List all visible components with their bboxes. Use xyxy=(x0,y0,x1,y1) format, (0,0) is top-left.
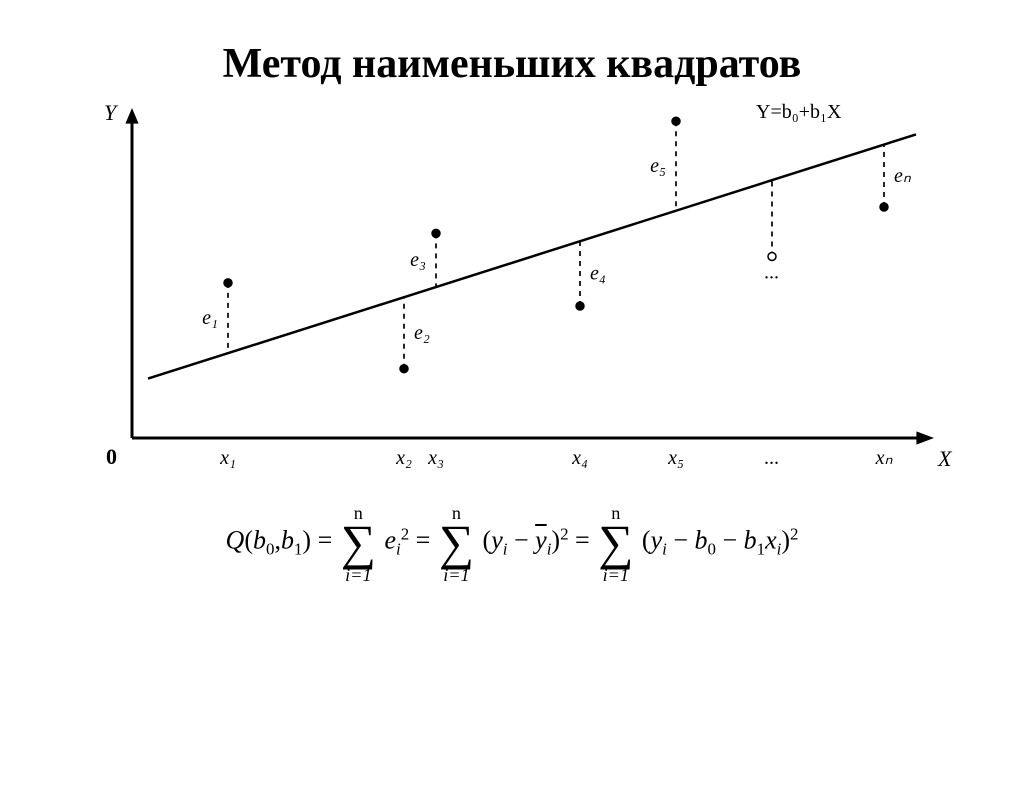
svg-text:x₂: x₂ xyxy=(395,447,412,469)
svg-text:x₁: x₁ xyxy=(219,447,236,469)
svg-text:x₃: x₃ xyxy=(427,447,444,469)
svg-text:e₅: e₅ xyxy=(650,155,666,177)
svg-text:x₅: x₅ xyxy=(667,447,684,469)
objective-formula: Q(b0,b1) = n∑i=1 ei2 = n∑i=1 (yi − yi)2 … xyxy=(0,518,1024,567)
svg-text:...: ... xyxy=(765,447,780,469)
svg-text:X: X xyxy=(937,446,953,471)
svg-text:e₃: e₃ xyxy=(410,249,426,271)
svg-text:eₙ: eₙ xyxy=(894,165,912,187)
svg-text:e₄: e₄ xyxy=(590,263,606,285)
svg-text:...: ... xyxy=(765,262,780,284)
svg-text:xₙ: xₙ xyxy=(875,447,894,469)
svg-text:e₁: e₁ xyxy=(202,307,218,329)
svg-text:Y: Y xyxy=(104,100,119,125)
least-squares-chart: Y X 0 Y=b₀+b₁X e₁ x₁ e₂ x₂ e₃ x₃ e₄ x₄ e₅ x₅...... eₙ x… xyxy=(62,98,962,498)
page-title: Метод наименьших квадратов xyxy=(0,40,1024,88)
svg-text:e₂: e₂ xyxy=(414,322,430,344)
svg-text:0: 0 xyxy=(106,444,117,469)
svg-text:x₄: x₄ xyxy=(571,447,588,469)
svg-text:Y=b₀+b₁X: Y=b₀+b₁X xyxy=(756,101,842,123)
